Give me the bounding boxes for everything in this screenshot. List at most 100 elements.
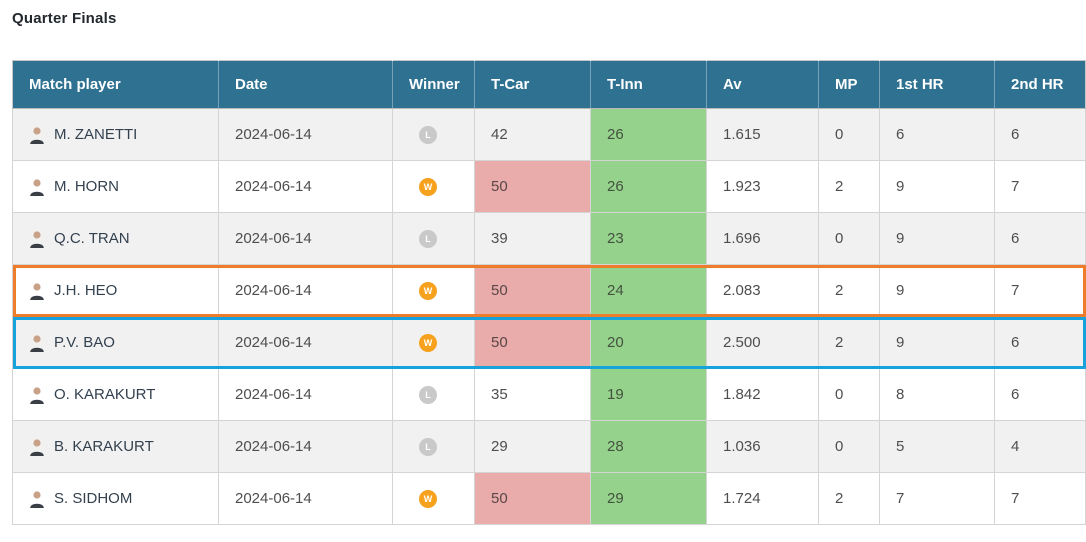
player-name: M. HORN: [54, 178, 119, 195]
player-cell: S. SIDHOM: [12, 472, 219, 525]
col-header-t-car: T-Car: [474, 60, 591, 109]
tinn-cell: 26: [590, 160, 707, 213]
player-avatar-icon: [29, 178, 45, 196]
table-row[interactable]: J.H. HEO 2024-06-14 W 50 24 2.083 2 9 7: [12, 264, 1086, 317]
tcar-cell: 29: [474, 420, 591, 473]
table-header: Match player Date Winner T-Car T-Inn Av …: [12, 60, 1086, 109]
tinn-cell: 23: [590, 212, 707, 265]
player-cell: M. ZANETTI: [12, 108, 219, 161]
winner-badge: W: [419, 177, 437, 196]
first-hr-cell: 7: [879, 472, 995, 525]
player-name: M. ZANETTI: [54, 126, 138, 143]
col-header-mp: MP: [818, 60, 880, 109]
winner-cell: L: [392, 420, 475, 473]
mp-cell: 0: [818, 212, 880, 265]
tinn-cell: 20: [590, 316, 707, 369]
av-cell: 1.923: [706, 160, 819, 213]
av-cell: 1.615: [706, 108, 819, 161]
second-hr-cell: 7: [994, 264, 1086, 317]
date-cell: 2024-06-14: [218, 368, 393, 421]
col-header-1st-hr: 1st HR: [879, 60, 995, 109]
table-row[interactable]: O. KARAKURT 2024-06-14 L 35 19 1.842 0 8…: [12, 368, 1086, 421]
table-row[interactable]: Q.C. TRAN 2024-06-14 L 39 23 1.696 0 9 6: [12, 212, 1086, 265]
second-hr-cell: 7: [994, 472, 1086, 525]
date-cell: 2024-06-14: [218, 420, 393, 473]
col-header-t-inn: T-Inn: [590, 60, 707, 109]
col-header-av: Av: [706, 60, 819, 109]
tinn-cell: 29: [590, 472, 707, 525]
tcar-cell: 50: [474, 316, 591, 369]
second-hr-cell: 4: [994, 420, 1086, 473]
first-hr-cell: 9: [879, 316, 995, 369]
player-cell: O. KARAKURT: [12, 368, 219, 421]
player-avatar-icon: [29, 282, 45, 300]
first-hr-cell: 6: [879, 108, 995, 161]
winner-cell: W: [392, 316, 475, 369]
winner-cell: L: [392, 368, 475, 421]
tcar-cell: 50: [474, 472, 591, 525]
player-cell: B. KARAKURT: [12, 420, 219, 473]
date-cell: 2024-06-14: [218, 160, 393, 213]
mp-cell: 0: [818, 368, 880, 421]
date-cell: 2024-06-14: [218, 108, 393, 161]
winner-badge: L: [419, 229, 437, 248]
first-hr-cell: 5: [879, 420, 995, 473]
second-hr-cell: 7: [994, 160, 1086, 213]
av-cell: 1.036: [706, 420, 819, 473]
second-hr-cell: 6: [994, 108, 1086, 161]
first-hr-cell: 9: [879, 264, 995, 317]
player-cell: M. HORN: [12, 160, 219, 213]
table-row[interactable]: S. SIDHOM 2024-06-14 W 50 29 1.724 2 7 7: [12, 472, 1086, 525]
player-cell: J.H. HEO: [12, 264, 219, 317]
first-hr-cell: 8: [879, 368, 995, 421]
mp-cell: 2: [818, 316, 880, 369]
player-cell: Q.C. TRAN: [12, 212, 219, 265]
header-row: Match player Date Winner T-Car T-Inn Av …: [12, 60, 1086, 109]
player-name: B. KARAKURT: [54, 438, 154, 455]
mp-cell: 2: [818, 472, 880, 525]
winner-badge: W: [419, 489, 437, 508]
mp-cell: 2: [818, 160, 880, 213]
player-name: O. KARAKURT: [54, 386, 156, 403]
winner-cell: L: [392, 108, 475, 161]
tcar-cell: 50: [474, 160, 591, 213]
table-row[interactable]: B. KARAKURT 2024-06-14 L 29 28 1.036 0 5…: [12, 420, 1086, 473]
winner-badge: L: [419, 385, 437, 404]
second-hr-cell: 6: [994, 316, 1086, 369]
av-cell: 1.696: [706, 212, 819, 265]
second-hr-cell: 6: [994, 368, 1086, 421]
player-avatar-icon: [29, 334, 45, 352]
player-name: P.V. BAO: [54, 334, 115, 351]
col-header-2nd-hr: 2nd HR: [994, 60, 1086, 109]
first-hr-cell: 9: [879, 160, 995, 213]
mp-cell: 2: [818, 264, 880, 317]
table-row[interactable]: M. HORN 2024-06-14 W 50 26 1.923 2 9 7: [12, 160, 1086, 213]
page-title: Quarter Finals: [12, 10, 117, 27]
winner-badge: W: [419, 333, 437, 352]
player-avatar-icon: [29, 386, 45, 404]
winner-cell: W: [392, 264, 475, 317]
table-row[interactable]: M. ZANETTI 2024-06-14 L 42 26 1.615 0 6 …: [12, 108, 1086, 161]
date-cell: 2024-06-14: [218, 316, 393, 369]
winner-cell: W: [392, 472, 475, 525]
player-name: S. SIDHOM: [54, 490, 133, 507]
table-body: M. ZANETTI 2024-06-14 L 42 26 1.615 0 6 …: [12, 108, 1086, 525]
winner-badge: L: [419, 437, 437, 456]
av-cell: 1.724: [706, 472, 819, 525]
tcar-cell: 39: [474, 212, 591, 265]
tinn-cell: 26: [590, 108, 707, 161]
av-cell: 1.842: [706, 368, 819, 421]
winner-badge: L: [419, 125, 437, 144]
player-avatar-icon: [29, 438, 45, 456]
second-hr-cell: 6: [994, 212, 1086, 265]
tinn-cell: 28: [590, 420, 707, 473]
tinn-cell: 19: [590, 368, 707, 421]
av-cell: 2.083: [706, 264, 819, 317]
tcar-cell: 42: [474, 108, 591, 161]
date-cell: 2024-06-14: [218, 264, 393, 317]
mp-cell: 0: [818, 420, 880, 473]
table-row[interactable]: P.V. BAO 2024-06-14 W 50 20 2.500 2 9 6: [12, 316, 1086, 369]
quarter-finals-table: Match player Date Winner T-Car T-Inn Av …: [12, 60, 1086, 525]
date-cell: 2024-06-14: [218, 212, 393, 265]
date-cell: 2024-06-14: [218, 472, 393, 525]
